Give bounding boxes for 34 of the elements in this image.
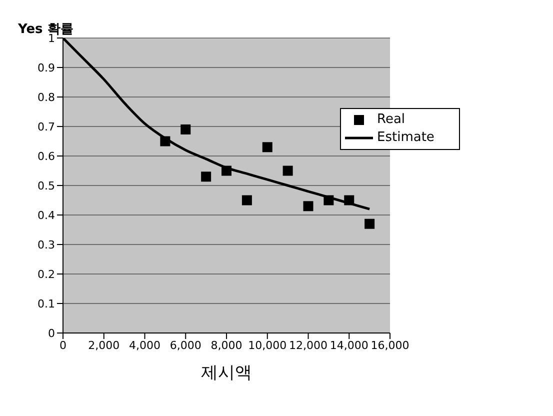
y-tick-label: 0 [48, 326, 55, 340]
y-tick-label: 0.8 [38, 90, 55, 104]
x-tick-label: 2,000 [88, 338, 120, 352]
x-tick-label: 4,000 [129, 338, 160, 352]
x-tick-label: 8,000 [210, 338, 242, 352]
y-tick-label: 0.6 [38, 150, 55, 163]
point [324, 195, 334, 206]
point [222, 166, 232, 176]
y-tick-label: 0.9 [38, 61, 55, 74]
y-tick-label: 0.5 [38, 179, 55, 192]
y-tick-label: 0.3 [38, 238, 55, 252]
x-tick-label: 0 [60, 338, 66, 352]
point [262, 142, 272, 152]
point [303, 201, 314, 212]
y-tick-label: 0.4 [38, 208, 55, 222]
point [344, 195, 354, 206]
legend-label: Real [377, 111, 406, 129]
x-tick-label: 6,000 [170, 338, 202, 352]
x-axis-title: 제시액 [201, 363, 252, 383]
point [201, 172, 212, 182]
y-tick-label: 0.7 [38, 120, 55, 134]
x-tick-label: 14,000 [330, 338, 368, 352]
y-tick-label: 0.1 [38, 297, 55, 310]
point [180, 124, 191, 134]
x-tick-label: 10,000 [248, 338, 287, 352]
point [242, 195, 252, 206]
legend-label: Estimate [377, 129, 434, 147]
y-tick-label: 1 [48, 32, 55, 45]
y-tick-label: 0.2 [38, 268, 55, 281]
point [282, 166, 293, 176]
point [364, 218, 375, 229]
point [160, 136, 170, 146]
x-tick-label: 16,000 [370, 338, 410, 352]
x-tick-label: 12,000 [289, 338, 328, 352]
